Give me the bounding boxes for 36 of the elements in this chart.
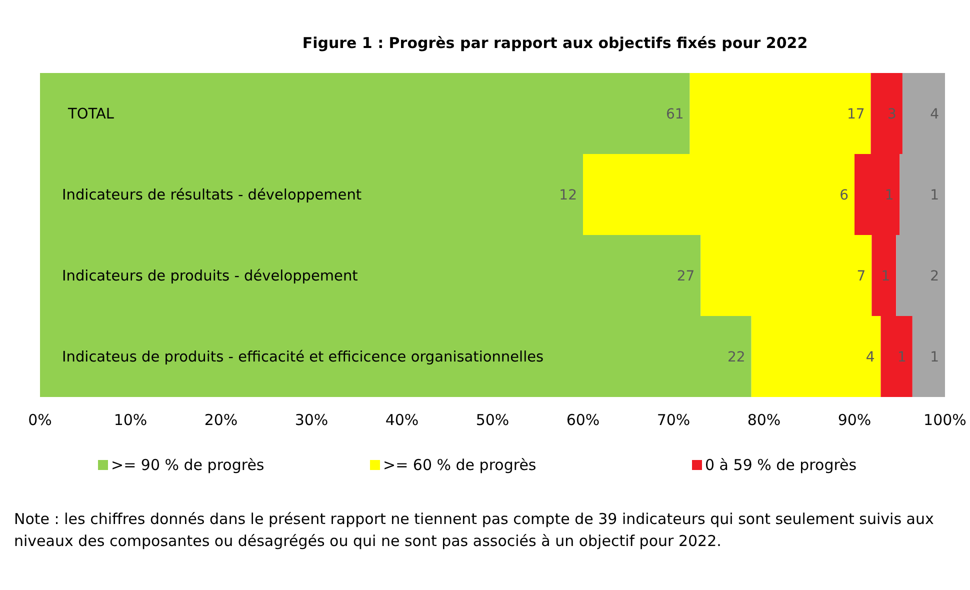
x-tick-label: 70% <box>656 411 690 429</box>
annotation: 12 <box>559 188 577 204</box>
y-tick-label: Indicateus de produits - efficacité et efficicence organisationnelles <box>62 350 544 366</box>
annotation: 1 <box>930 188 939 204</box>
x-tick-label: 40% <box>385 411 419 429</box>
annotation: 1 <box>881 268 890 284</box>
x-tick-label: 0% <box>28 411 52 429</box>
x-tick-label: 80% <box>747 411 781 429</box>
text: Note : les chiffres donnés dans le présent rapport ne tiennent pas compte de 39 indicateurs qui sont seulement suivis aux niveaux des composantes ou désagrégés ou qui ne sont pas associés à un objectif pour 2022. <box>14 510 934 550</box>
x-tick-label: 100% <box>924 411 966 429</box>
annotation: 7 <box>856 268 866 284</box>
y-tick-label: Indicateurs de résultats - développement <box>62 188 362 204</box>
annotation: 6 <box>840 188 849 204</box>
legend-label: 0 à 59 % de progrès <box>705 456 857 474</box>
x-tick-label: 20% <box>204 411 238 429</box>
annotation: 61 <box>666 106 684 122</box>
chart-title: Figure 1 : Progrès par rapport aux objectifs fixés pour 2022 <box>302 34 808 52</box>
x-tick-label: 30% <box>294 411 328 429</box>
annotation: 3 <box>888 106 896 122</box>
annotation: 4 <box>930 106 940 122</box>
annotation: 1 <box>884 188 894 204</box>
annotation: 4 <box>866 350 875 366</box>
annotation: 1 <box>898 350 906 366</box>
annotation: 17 <box>846 106 865 122</box>
x-tick-label: 50% <box>476 411 510 429</box>
y-tick-label: Indicateurs de produits - développement <box>62 268 358 284</box>
y-tick-label: TOTAL <box>67 106 114 122</box>
x-tick-label: 10% <box>114 411 148 429</box>
legend-label: >= 60 % de progrès <box>383 456 536 474</box>
annotation: 27 <box>676 268 695 284</box>
annotation: 1 <box>930 350 939 366</box>
legend-label: >= 90 % de progrès <box>111 456 264 474</box>
x-tick-label: 90% <box>838 411 872 429</box>
annotation: 2 <box>930 268 939 284</box>
x-tick-label: 60% <box>566 411 600 429</box>
annotation: 22 <box>728 350 746 366</box>
